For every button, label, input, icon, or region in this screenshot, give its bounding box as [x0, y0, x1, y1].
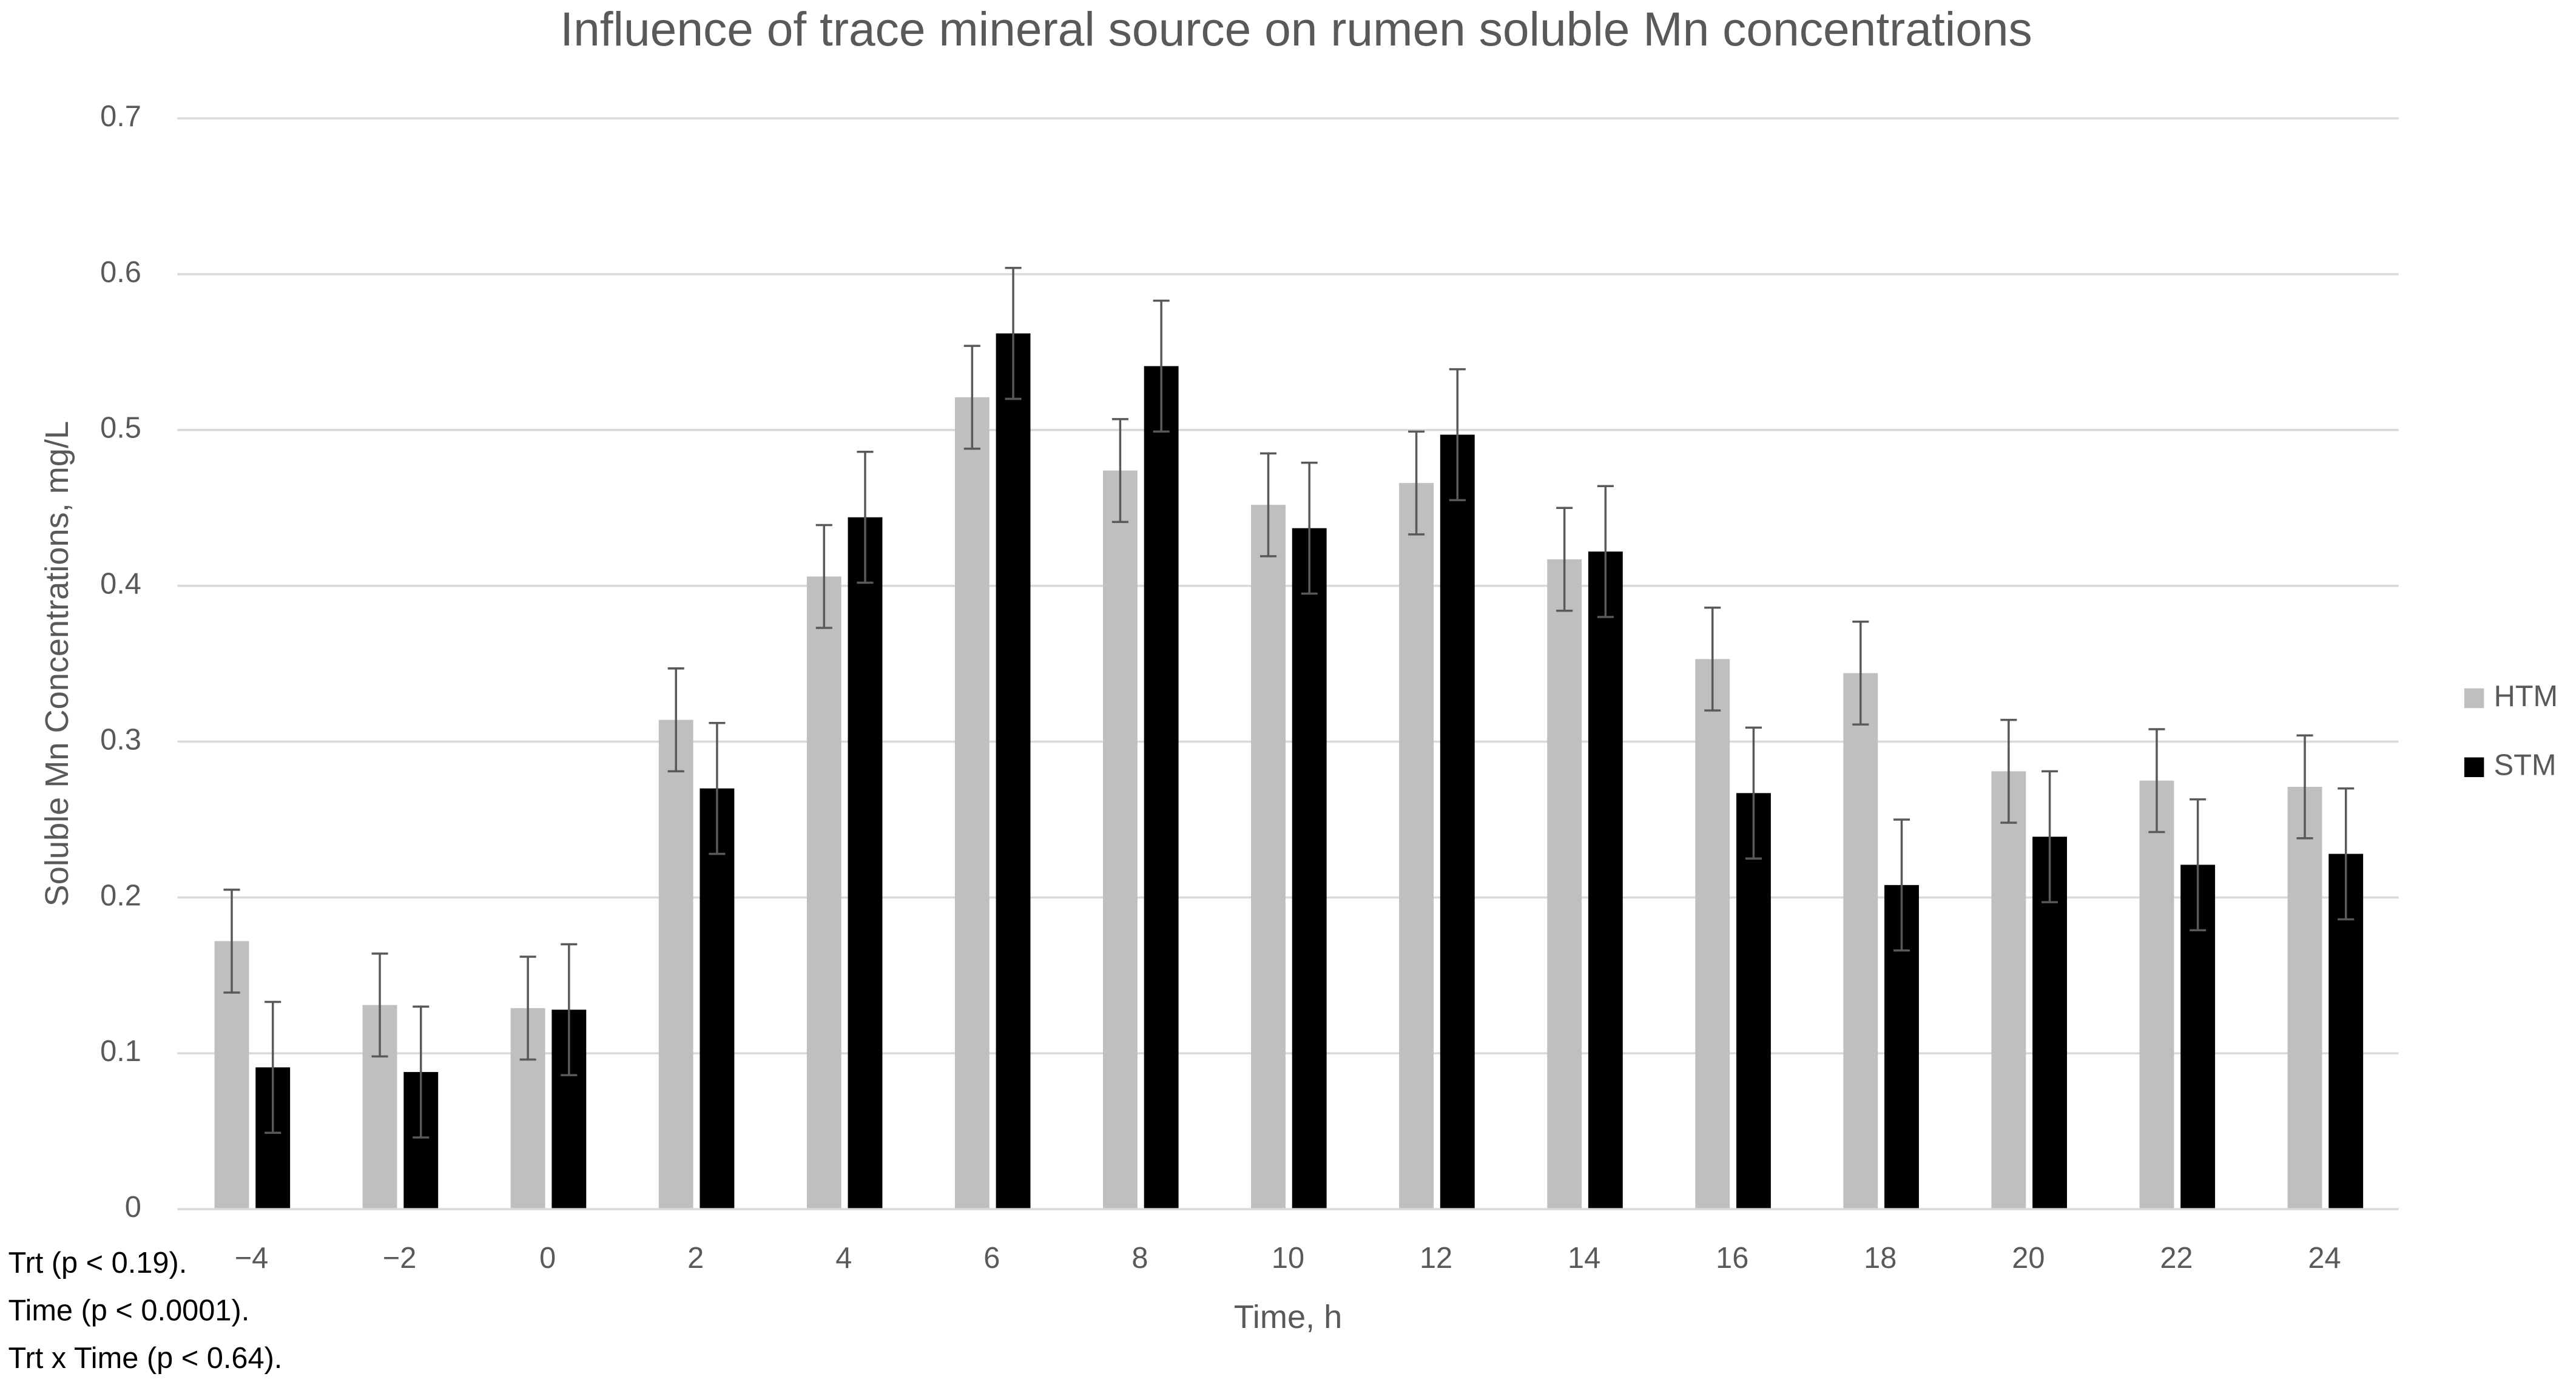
error-bar: [1301, 461, 1318, 595]
bar: [1144, 366, 1179, 1210]
bar: [1547, 559, 1582, 1210]
error-bar: [963, 345, 980, 450]
legend-swatch: [2464, 688, 2484, 709]
x-tick-label: 20: [2012, 1242, 2045, 1275]
bar: [2139, 780, 2174, 1210]
annotation: Time (p < 0.0001).: [8, 1295, 250, 1327]
error-bar: [2338, 787, 2355, 921]
y-tick-label: 0.3: [100, 723, 141, 756]
error-bar: [1597, 485, 1614, 618]
bar: [1399, 483, 1434, 1210]
bar: [1102, 470, 1138, 1210]
y-tick-label: 0.5: [100, 412, 141, 445]
error-bar: [667, 667, 684, 773]
x-tick-label: 16: [1716, 1242, 1748, 1275]
bar: [1736, 793, 1771, 1210]
error-bar: [223, 888, 240, 994]
error-bar: [2148, 728, 2165, 834]
error-bar: [561, 943, 578, 1076]
error-bar: [1449, 368, 1466, 502]
annotation: Trt (p < 0.19).: [8, 1247, 187, 1279]
y-tick-label: 0: [125, 1191, 141, 1224]
x-tick-label: 14: [1568, 1242, 1600, 1275]
x-tick-label: 6: [983, 1242, 1000, 1275]
error-bar: [1556, 507, 1573, 612]
legend-swatch: [2464, 757, 2484, 777]
error-bar: [1745, 726, 1762, 860]
x-tick-label: 0: [539, 1242, 556, 1275]
x-axis-label: Time, h: [1234, 1299, 1343, 1335]
error-bar: [709, 721, 726, 855]
x-tick-label: 8: [1131, 1242, 1148, 1275]
bar: [700, 788, 735, 1210]
bar: [1695, 659, 1730, 1210]
x-tick-label: −2: [383, 1242, 417, 1275]
bar: [658, 719, 693, 1210]
bar: [848, 517, 883, 1210]
legend-label: STM: [2494, 749, 2557, 782]
error-bar: [1259, 452, 1277, 558]
error-bar: [1111, 418, 1128, 524]
error-bar: [1704, 606, 1721, 712]
y-axis-label: Soluble Mn Concentrations, mg/L: [39, 421, 75, 907]
x-tick-label: 24: [2308, 1242, 2341, 1275]
bar: [2287, 787, 2322, 1210]
error-bar: [815, 524, 832, 629]
legend-label: HTM: [2494, 680, 2558, 713]
bar: [1588, 551, 1623, 1210]
x-tick-label: −4: [235, 1242, 269, 1275]
y-tick-label: 0.2: [100, 879, 141, 912]
error-bar: [2000, 718, 2017, 824]
chart-title: Influence of trace mineral source on rum…: [560, 2, 2032, 56]
error-bar: [857, 451, 874, 584]
bar: [1292, 528, 1327, 1210]
bar: [1991, 771, 2026, 1210]
bar: [1843, 673, 1878, 1210]
error-bar: [1005, 266, 1022, 400]
error-bar: [2296, 734, 2313, 840]
y-tick-label: 0.1: [100, 1035, 141, 1068]
y-tick-label: 0.4: [100, 568, 141, 601]
error-bar: [1852, 620, 1869, 726]
error-bar: [519, 955, 536, 1061]
x-tick-label: 18: [1864, 1242, 1897, 1275]
x-tick-label: 4: [835, 1242, 852, 1275]
error-bar: [1153, 299, 1170, 433]
y-tick-label: 0.6: [100, 256, 141, 289]
error-bar: [2190, 798, 2207, 932]
error-bar: [371, 952, 388, 1058]
bar: [954, 397, 990, 1210]
x-tick-label: 12: [1420, 1242, 1452, 1275]
error-bar: [413, 1005, 430, 1139]
annotation: Trt x Time (p < 0.64).: [8, 1342, 283, 1375]
error-bar: [1893, 818, 1910, 952]
error-bar: [1408, 430, 1425, 536]
x-tick-label: 10: [1272, 1242, 1304, 1275]
bar: [1440, 434, 1475, 1210]
x-tick-label: 22: [2160, 1242, 2193, 1275]
y-tick-label: 0.7: [100, 100, 141, 133]
bar: [996, 333, 1031, 1210]
error-bar: [265, 1000, 282, 1134]
error-bar: [2042, 770, 2058, 903]
bar: [806, 576, 841, 1210]
x-tick-label: 2: [687, 1242, 704, 1275]
bar: [1251, 505, 1286, 1210]
